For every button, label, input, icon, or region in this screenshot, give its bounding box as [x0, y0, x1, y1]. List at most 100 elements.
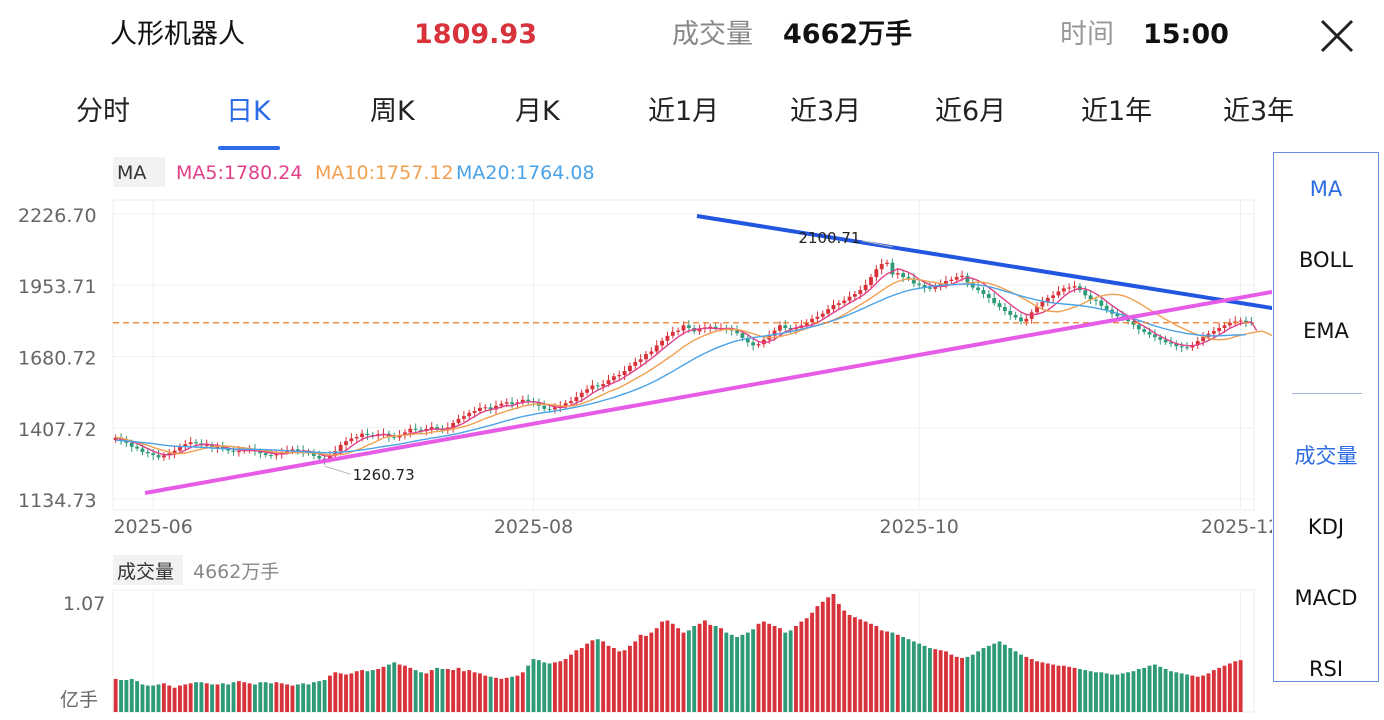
candle-body: [858, 290, 863, 295]
legend-ma10: MA10:1757.12: [315, 162, 454, 184]
volume-bar: [247, 683, 252, 712]
candle-body: [617, 374, 622, 377]
volume-bar: [1040, 662, 1045, 712]
candle-body: [194, 442, 198, 444]
indicator-kdj[interactable]: KDJ: [1307, 515, 1345, 539]
candle-body: [478, 407, 482, 411]
candle-body: [124, 441, 129, 443]
candle-body: [954, 277, 959, 280]
volume-bar: [772, 625, 777, 712]
kline-chart[interactable]: MA MA5:1780.24 MA10:1757.12 MA20:1764.08 22…: [0, 150, 1272, 720]
tab-1-month[interactable]: 近1月: [648, 96, 720, 127]
candle-body: [435, 427, 440, 430]
candle-body: [328, 455, 332, 460]
candle-body: [413, 428, 418, 430]
volume-bar: [628, 645, 632, 712]
tab-6-months[interactable]: 近6月: [935, 96, 1007, 127]
candle-body: [665, 335, 670, 341]
volume-bar: [370, 670, 375, 712]
volume-bar: [419, 672, 423, 712]
candle-body: [129, 442, 134, 447]
candle-body: [869, 277, 873, 285]
volume-bar: [976, 651, 981, 712]
volume-bar: [665, 620, 670, 712]
volume-bar: [997, 641, 1002, 712]
volume-bar: [826, 597, 831, 712]
candle-body: [547, 408, 552, 410]
tab-1-year[interactable]: 近1年: [1081, 96, 1153, 127]
volume-bar: [606, 645, 611, 712]
candle-body: [713, 326, 718, 328]
high-price-label: 2100.71: [798, 229, 860, 247]
candle-body: [553, 407, 557, 410]
candle-body: [1136, 324, 1141, 330]
volume-bar: [992, 643, 997, 712]
volume-bar: [381, 666, 386, 712]
tab-3-years[interactable]: 近3年: [1223, 96, 1295, 127]
tab-daily-k[interactable]: 日K: [226, 96, 271, 127]
indicator-macd[interactable]: MACD: [1294, 586, 1358, 610]
indicator-rsi[interactable]: RSI: [1308, 657, 1344, 681]
candle-body: [1174, 343, 1179, 347]
volume-bar: [269, 683, 273, 712]
volume-bar: [713, 625, 718, 712]
candle-body: [644, 354, 648, 360]
volume-bar: [981, 648, 986, 712]
candle-body: [622, 371, 627, 375]
volume-bar: [129, 678, 134, 712]
candle-body: [590, 385, 595, 390]
volume-bar: [290, 685, 295, 712]
tab-weekly-k[interactable]: 周K: [370, 96, 415, 127]
volume-bar: [965, 656, 970, 712]
candle-body: [740, 333, 745, 338]
candle-body: [997, 303, 1002, 308]
volume-unit: 亿手: [60, 689, 98, 711]
volume-bar: [1238, 660, 1243, 712]
tab-3-months[interactable]: 近3月: [790, 96, 862, 127]
candle-body: [820, 313, 825, 317]
indicator-boll[interactable]: BOLL: [1299, 248, 1353, 272]
candle-body: [354, 437, 359, 439]
candle-body: [226, 449, 231, 451]
candle-body: [815, 316, 820, 319]
indicator-volume[interactable]: 成交量: [1294, 444, 1358, 468]
indicator-ma[interactable]: MA: [1309, 177, 1343, 201]
candle-body: [113, 437, 118, 441]
volume-bar: [1035, 661, 1039, 712]
volume-bar: [440, 668, 445, 712]
candle-body: [1211, 331, 1216, 334]
volume-bar: [178, 685, 182, 712]
volume-bar: [751, 629, 756, 712]
volume-bar: [1174, 672, 1179, 712]
candle-body: [638, 359, 643, 362]
volume-bar: [1169, 671, 1173, 712]
volume-bar: [1019, 654, 1023, 712]
volume-bar: [676, 628, 681, 712]
volume-bar: [1094, 672, 1098, 712]
volume-bar: [1077, 668, 1082, 712]
volume-bar: [719, 628, 723, 712]
volume-bar: [242, 682, 247, 712]
high-pointer: [862, 240, 893, 248]
volume-bar: [1185, 674, 1189, 712]
candle-body: [1013, 314, 1018, 318]
volume-bar: [585, 643, 590, 712]
close-icon[interactable]: [1318, 17, 1356, 55]
candle-body: [263, 453, 268, 456]
volume-bar: [311, 682, 316, 712]
candle-body: [751, 342, 756, 346]
tab-intraday[interactable]: 分时: [76, 96, 130, 127]
candle-body: [901, 273, 906, 278]
volume-bar: [478, 673, 482, 712]
candle-body: [611, 376, 616, 381]
indicator-ema[interactable]: EMA: [1303, 319, 1349, 343]
candle-body: [933, 286, 938, 289]
volume-bar: [285, 684, 290, 712]
volume-bar: [1067, 666, 1072, 712]
tab-monthly-k[interactable]: 月K: [515, 96, 560, 127]
y-tick-label: 1680.72: [18, 347, 97, 369]
volume-bar: [306, 684, 311, 712]
candle-body: [1083, 290, 1088, 296]
volume-bar: [622, 650, 627, 712]
volume-bar: [456, 667, 461, 712]
